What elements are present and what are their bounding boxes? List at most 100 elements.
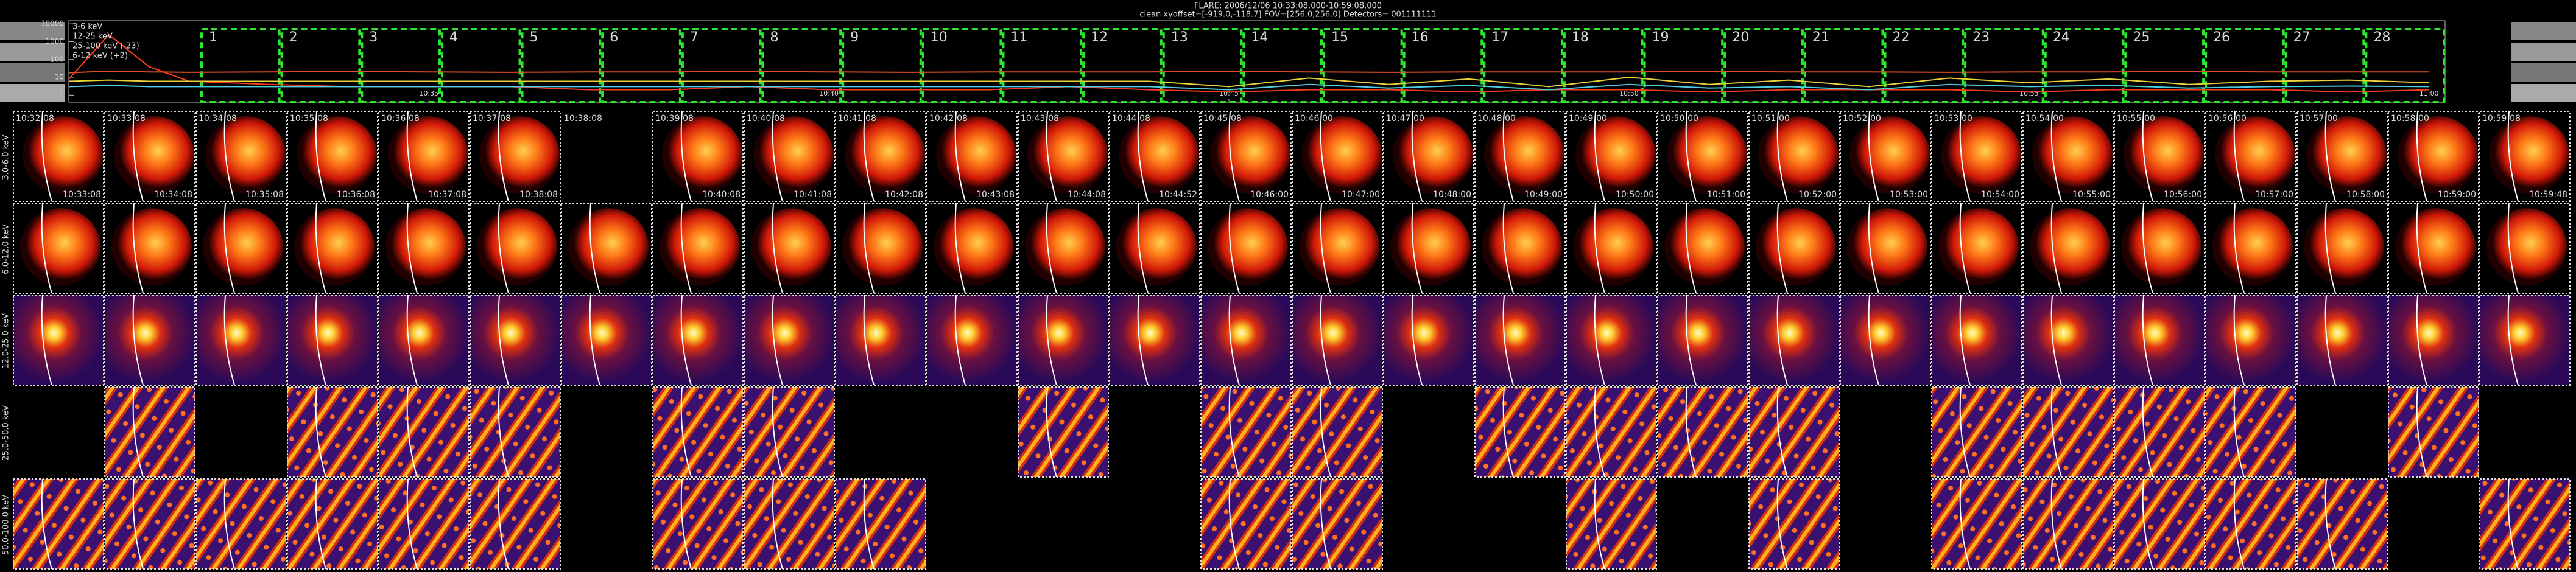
end-time: 10:33:08 [63,190,101,200]
limb [1868,295,1879,386]
row-label: 6.0-12.0 keV [2,224,11,274]
image-frame [195,295,287,386]
limb [1046,111,1057,202]
interval-label: 6 [610,30,618,45]
interval-box [1162,28,1243,103]
image-frame [470,111,561,202]
thumbnail [2206,295,2296,385]
thumbnail [1932,295,2022,385]
image-frame [1931,295,2022,386]
limb [2050,386,2062,478]
thumbnail [2023,295,2113,385]
limb [223,478,235,570]
legend-entry: 25-100 keV (-23) [72,42,139,51]
thumbnail [1027,116,1108,194]
start-time: 10:32:08 [16,114,54,124]
thumbnail [13,295,104,385]
image-frame [652,478,744,570]
image-frame [1931,203,2022,294]
interval-label: 13 [1171,30,1188,45]
thumbnail [1201,479,1291,569]
image-frame [1200,203,1292,294]
thumbnail [2114,295,2205,385]
limb [1502,295,1514,386]
limb [863,203,875,294]
image-frame [1200,111,1292,202]
image-frame [2479,295,2571,386]
limb [2233,386,2245,478]
interval-label: 14 [1251,30,1268,45]
image-frame [378,111,470,202]
thumbnail [1847,208,1927,285]
image-frame [926,111,1018,202]
thumbnail [1393,116,1473,194]
limb [2050,203,2062,294]
thumbnail [1941,116,2021,194]
image-frame [2479,203,2571,294]
limb [772,478,783,570]
limb [2142,295,2153,386]
thumbnail [1292,479,1382,569]
row-label: 12.0-25.0 keV [2,313,11,369]
limb [498,111,509,202]
y-tick-label: 1000 [45,37,64,46]
thumbnail [2206,479,2296,569]
image-frame [1657,203,1748,294]
thumbnail [1658,387,1748,477]
start-time: 10:34:08 [199,114,237,124]
limb [223,111,235,202]
image-frame [2205,111,2296,202]
limb [2233,203,2245,294]
interval-box [200,28,281,103]
interval-box [440,28,521,103]
thumbnail [2124,116,2204,194]
thumbnail [23,116,103,194]
y-tick-label: 10000 [41,19,64,28]
thumbnail [379,295,469,385]
image-frame [1748,478,1840,570]
limb [1228,386,1240,478]
image-frame [1474,295,1566,386]
end-time: 10:48:00 [1433,190,1471,200]
image-frame [2022,203,2114,294]
thumbnail [2114,387,2205,477]
row-label: 25.0-50.0 keV [2,405,11,461]
thumbnail [385,208,466,285]
image-frame [744,111,835,202]
end-time: 10:53:00 [1890,190,1928,200]
image-frame [561,203,652,294]
limb [954,295,966,386]
image-frame [195,203,287,294]
limb [132,111,144,202]
image-frame [287,111,378,202]
image-frame [378,386,470,478]
limb [2416,111,2427,202]
image-frame [2205,203,2296,294]
image-frame [2296,478,2388,570]
image-frame [104,203,195,294]
image-frame [104,386,195,478]
limb [2416,386,2427,478]
limb [2507,478,2519,570]
interval-box [681,28,762,103]
thumbnail [744,295,834,385]
thumbnail [13,479,104,569]
interval-box [2284,28,2365,103]
thumbnail [2023,387,2113,477]
end-time: 10:44:08 [1068,190,1106,200]
interval-box [521,28,602,103]
image-frame [1657,111,1748,202]
limb [498,386,509,478]
interval-box [2124,28,2205,103]
image-frame [1566,478,1657,570]
thumbnail [1292,295,1382,385]
image-frame [744,295,835,386]
limb [498,478,509,570]
limb [1868,203,1879,294]
interval-box [2044,28,2125,103]
thumbnail [1758,116,1839,194]
limb [2324,295,2336,386]
start-time: 10:43:08 [1021,114,1059,124]
limb [41,203,52,294]
limb [1685,295,1697,386]
